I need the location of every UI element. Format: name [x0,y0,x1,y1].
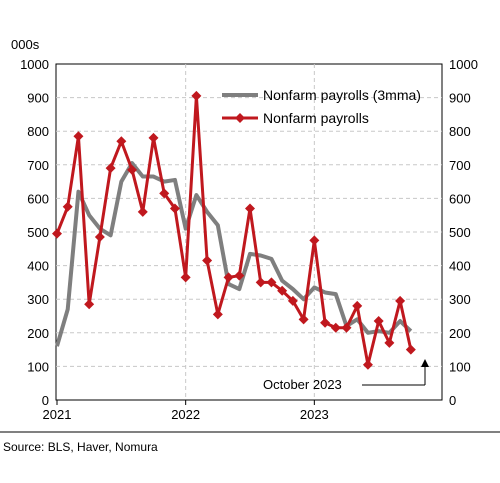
nfp-point-marker [330,322,341,333]
nfp-point-marker [255,277,266,288]
nfp-point-marker [202,255,213,266]
y-tick-label-left: 400 [27,259,49,274]
nfp-point-marker [137,206,148,217]
y-unit-label: 000s [11,37,40,52]
nfp-point-marker [309,235,320,246]
y-tick-label-right: 400 [449,259,471,274]
nfp-point-marker [320,317,331,328]
y-tick-label-left: 0 [42,393,49,408]
legend: Nonfarm payrolls (3mma) Nonfarm payrolls [222,87,421,126]
nfp-point-marker [52,228,62,239]
y-tick-label-right: 500 [449,225,471,240]
y-tick-label-left: 600 [27,191,49,206]
nfp-point-marker [298,314,309,325]
nfp-point-marker [73,131,84,142]
y-tick-label-left: 200 [27,326,49,341]
nfp-point-marker [116,136,127,147]
y-axis-right: 0 100 200 300 400 500 600 700 800 900 1000 [449,57,478,408]
nfp-point-marker [362,359,373,370]
y-tick-label-left: 1000 [20,57,49,72]
nfp-point-marker [373,316,384,327]
nfp-point-marker [84,299,95,310]
nfp-point-marker [287,295,298,306]
nfp-point-marker [395,295,406,306]
y-tick-label-right: 200 [449,326,471,341]
nfp-point-marker [223,272,234,283]
y-axis-left: 0 100 200 300 400 500 600 700 800 900 1000 [20,57,49,408]
y-tick-label-left: 100 [27,359,49,374]
x-tick-label: 2023 [300,407,329,422]
nfp-point-marker [341,322,352,333]
y-tick-label-right: 1000 [449,57,478,72]
y-tick-label-left: 900 [27,91,49,106]
y-tick-label-right: 700 [449,158,471,173]
nfp-point-marker [159,188,170,199]
annotation-arrowhead [421,359,429,367]
y-tick-label-right: 0 [449,393,456,408]
nfp-point-marker [245,203,255,214]
nfp-point-marker [234,270,245,281]
legend-label-nfp: Nonfarm payrolls [263,110,369,126]
legend-label-3mma: Nonfarm payrolls (3mma) [263,87,421,103]
nfp-point-marker [105,163,116,174]
nfp-point-marker [180,272,191,283]
y-tick-label-left: 700 [27,158,49,173]
nfp-point-marker [62,201,73,212]
series-line-nfp [55,94,413,367]
legend-marker-nfp [235,113,245,123]
nfp-point-marker [94,232,105,243]
y-tick-label-right: 900 [449,91,471,106]
nfp-point-marker [212,309,223,320]
nfp-point-marker [191,90,202,101]
series-line-3mma [55,161,413,347]
x-tick-label: 2021 [43,407,72,422]
x-tick-label: 2022 [171,407,200,422]
y-tick-label-left: 500 [27,225,49,240]
series-layer [52,90,416,370]
nfp-point-marker [277,285,288,296]
gridlines [56,64,442,400]
y-tick-label-left: 300 [27,292,49,307]
nfp-point-marker [266,277,277,288]
nfp-point-marker [352,300,363,311]
x-axis: 2021 2022 2023 [43,400,329,422]
annotation: October 2023 [263,359,429,392]
source-note: Source: BLS, Haver, Nomura [3,440,158,454]
nfp-point-marker [127,164,138,175]
y-tick-label-left: 800 [27,124,49,139]
nfp-point-marker [169,203,180,214]
y-tick-label-right: 300 [449,292,471,307]
nfp-point-marker [405,344,416,355]
nfp-point-marker [148,132,159,143]
nfp-point-marker [384,337,395,348]
annotation-label: October 2023 [263,377,342,392]
y-tick-label-right: 100 [449,359,471,374]
y-tick-label-right: 800 [449,124,471,139]
y-tick-label-right: 600 [449,191,471,206]
